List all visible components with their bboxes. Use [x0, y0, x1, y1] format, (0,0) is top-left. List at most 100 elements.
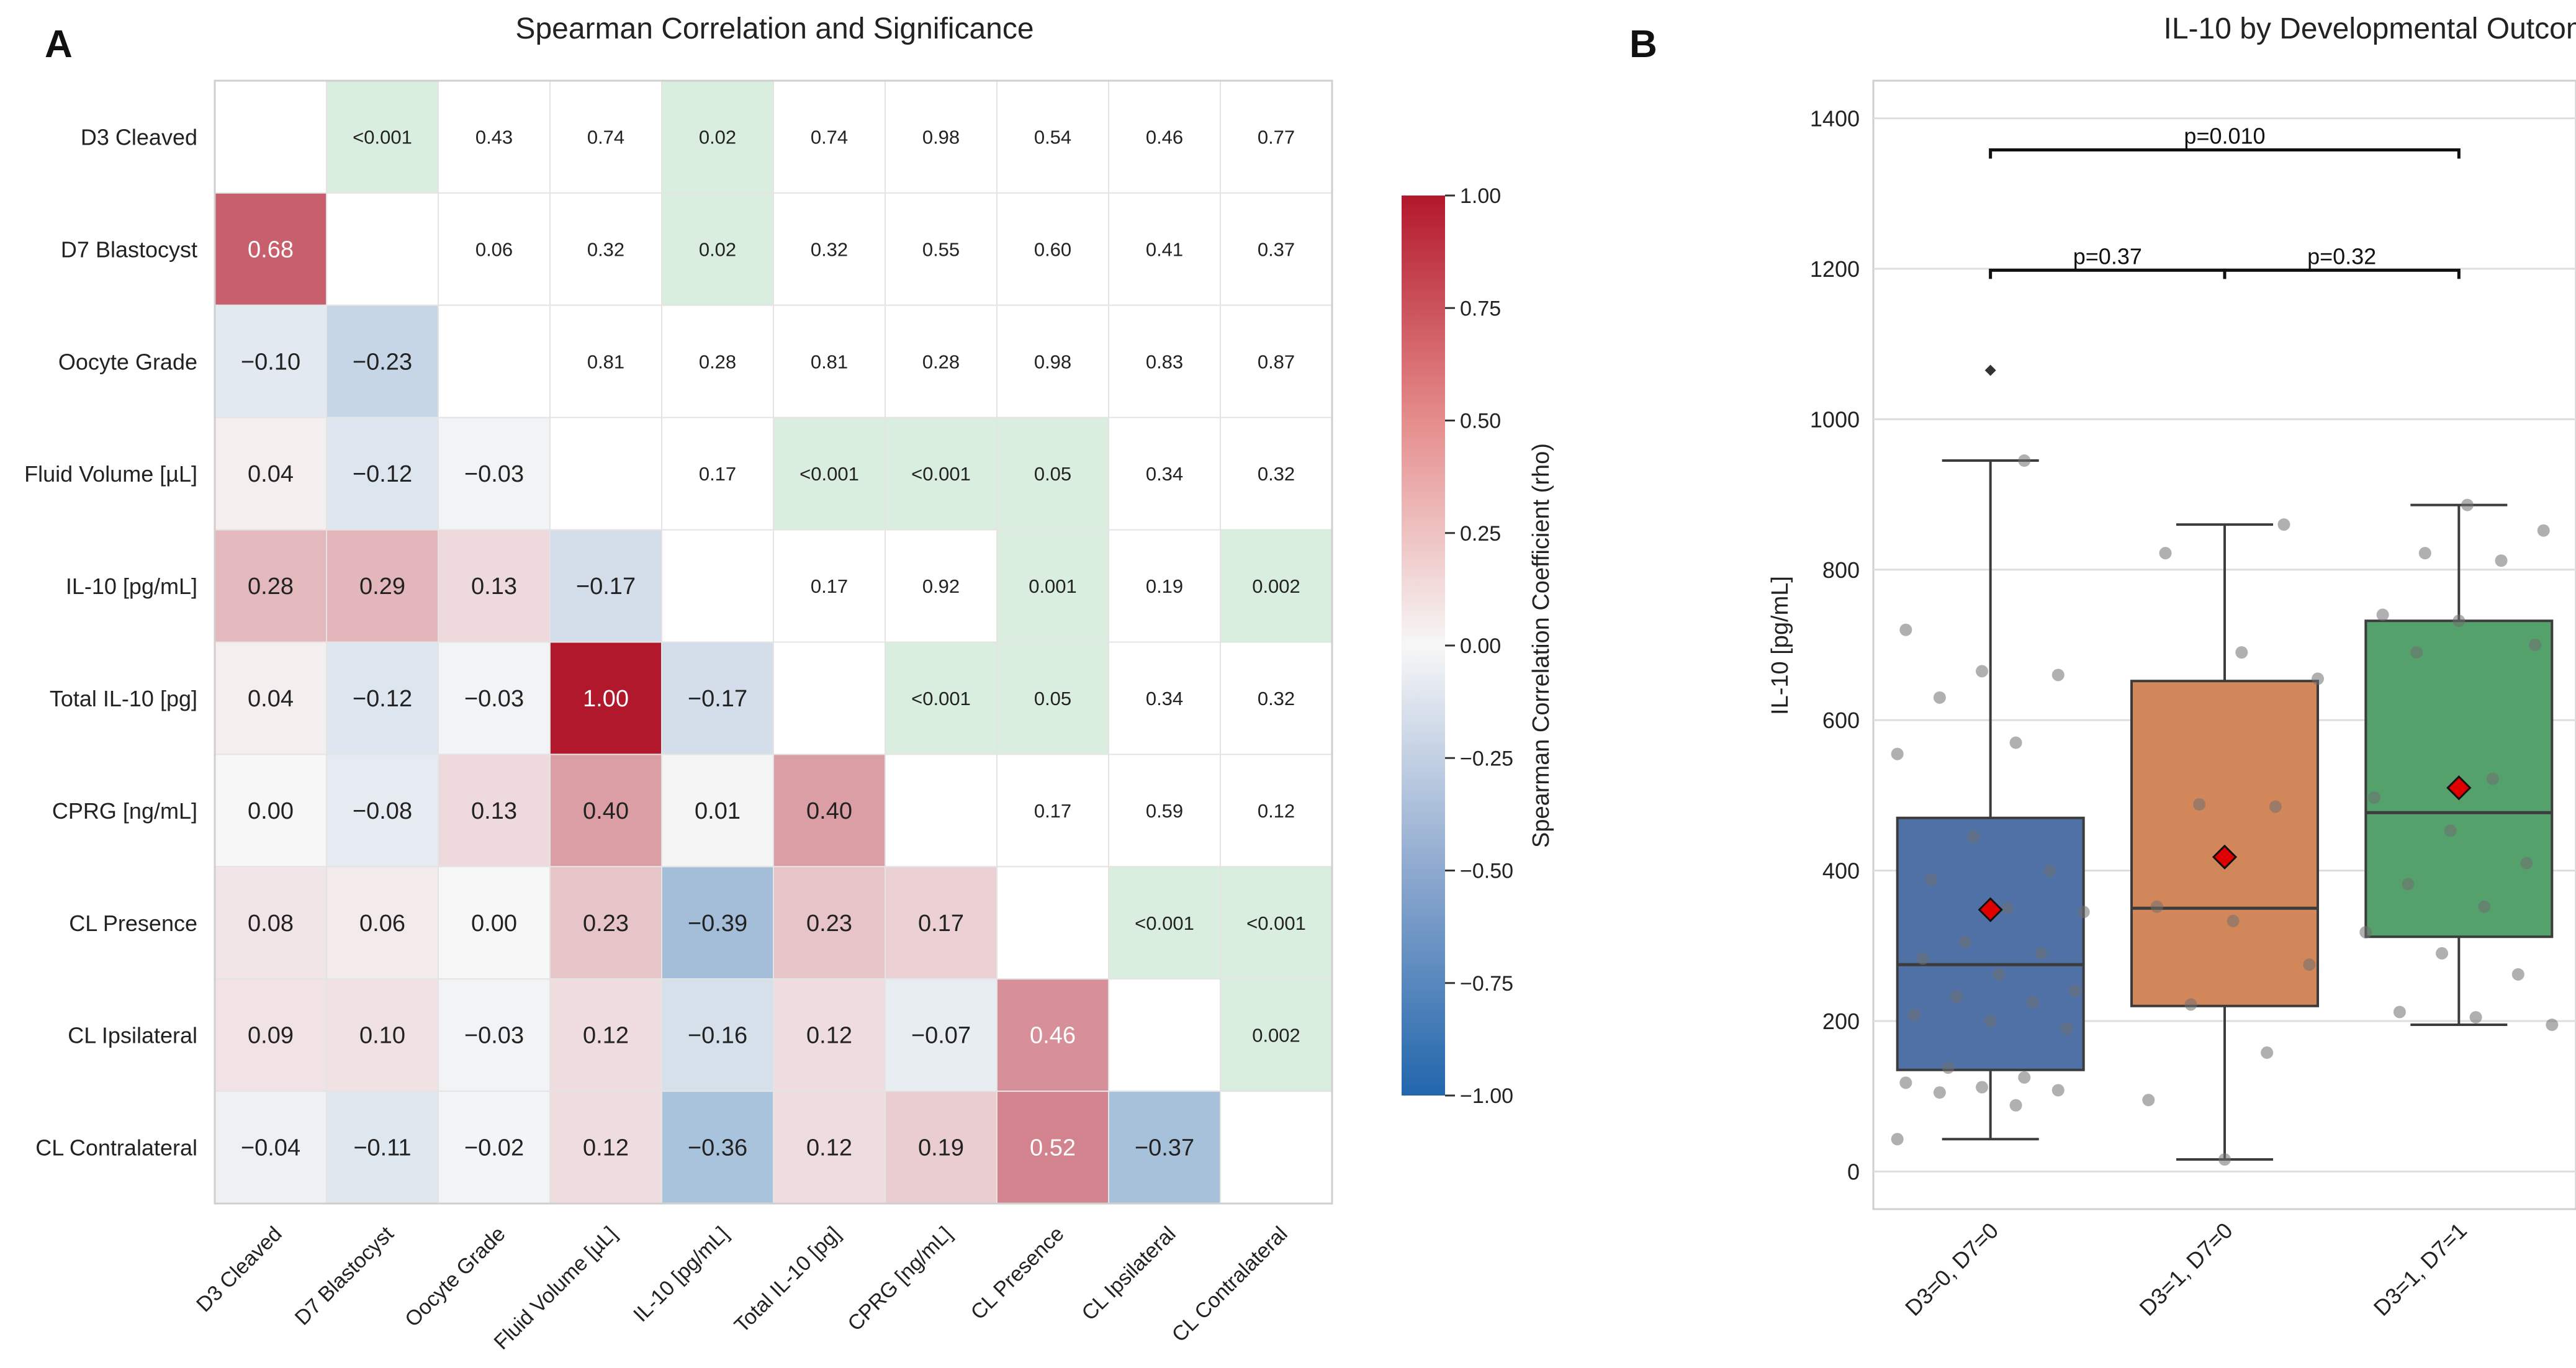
data-point: [1933, 1086, 1946, 1099]
colorbar-label: Spearman Correlation Coefficient (rho): [1528, 443, 1554, 848]
heatmap-cell: [773, 192, 886, 306]
colorbar-tick-label: 0.25: [1460, 522, 1501, 546]
p-value: 0.34: [1146, 688, 1183, 709]
heatmap-cell: [214, 1091, 327, 1204]
rho-value: 0.12: [583, 1023, 629, 1049]
rho-value: 0.12: [806, 1023, 852, 1049]
p-value: 0.34: [1146, 463, 1183, 485]
rho-value: 0.04: [248, 686, 294, 712]
data-point: [2452, 614, 2466, 628]
data-point: [2218, 1153, 2231, 1166]
heatmap-cell: [996, 529, 1109, 643]
data-point: [1942, 1061, 1955, 1074]
rho-value: −0.12: [353, 461, 412, 487]
heatmap-cell: [214, 978, 327, 1092]
rho-value: 0.40: [583, 798, 629, 824]
p-value: 0.83: [1146, 351, 1183, 372]
p-value: 0.17: [811, 575, 848, 597]
data-point: [1891, 747, 1904, 760]
heatmap-cell: [1220, 529, 1333, 643]
rho-value: −0.17: [576, 574, 636, 600]
heatmap-cell: [549, 1091, 662, 1204]
data-point: [1993, 968, 2006, 981]
rho-value: −0.03: [464, 1023, 524, 1049]
rho-value: −0.04: [241, 1135, 300, 1161]
rho-value: 0.04: [248, 461, 294, 487]
data-point: [1907, 1009, 1921, 1022]
heatmap-cell: [661, 529, 774, 643]
heatmap-cell: [1108, 416, 1221, 531]
data-point: [2001, 902, 2014, 915]
heatmap-cell: [549, 304, 662, 418]
data-point: [1899, 623, 1912, 636]
p-value: 0.05: [1034, 688, 1071, 709]
rho-value: 0.23: [806, 911, 852, 937]
p-value: <0.001: [1246, 912, 1306, 934]
column-label: CPRG [ng/mL]: [843, 1222, 957, 1336]
data-point: [2303, 958, 2316, 971]
heatmap-cell: [326, 754, 439, 868]
x-category-label: D3=1, D7=1: [2369, 1218, 2472, 1321]
data-point: [2142, 1094, 2155, 1107]
rho-value: 0.68: [248, 236, 294, 263]
data-point: [2009, 1099, 2022, 1112]
data-point: [2150, 900, 2163, 913]
significance-label: p=0.010: [2184, 124, 2265, 149]
data-point: [2393, 1006, 2406, 1019]
p-value: 0.54: [1034, 126, 1071, 148]
p-value: 0.32: [1258, 463, 1295, 485]
heatmap-cell: [326, 529, 439, 643]
heatmap-cell: [885, 641, 998, 755]
boxplot-boxes: [1896, 364, 2554, 1161]
heatmap-cell: [326, 1091, 439, 1204]
rho-value: 0.00: [471, 911, 517, 937]
rho-value: −0.36: [688, 1135, 747, 1161]
heatmap-cell: [996, 866, 1109, 980]
heatmap-cell: [661, 978, 774, 1092]
colorbar-tick-label: 1.00: [1460, 184, 1501, 208]
heatmap-cell: [214, 416, 327, 531]
p-value: 0.98: [1034, 351, 1071, 372]
heatmap-cell: [438, 304, 551, 418]
mean-marker: [2212, 844, 2238, 870]
row-label: D3 Cleaved: [81, 124, 197, 150]
heatmap-cell: [773, 978, 886, 1092]
data-point: [2486, 772, 2499, 785]
rho-value: −0.17: [688, 686, 747, 712]
p-value: 0.17: [699, 463, 736, 485]
rho-value: 0.00: [248, 798, 294, 824]
data-point: [2402, 878, 2415, 891]
p-value: 0.28: [922, 351, 960, 372]
p-value: 0.59: [1146, 800, 1183, 822]
heatmap-cell: [438, 80, 551, 194]
data-point: [2511, 968, 2524, 981]
heatmap-cell: [214, 641, 327, 755]
data-point: [2069, 984, 2082, 997]
rho-value: −0.16: [688, 1023, 747, 1049]
column-label: CL Ipsilateral: [1077, 1222, 1180, 1325]
heatmap-column-labels: D3 Cleaved D7 Blastocyst Oocyte GradeFluid…: [192, 1222, 1292, 1354]
rho-value: 0.46: [1030, 1023, 1076, 1049]
colorbar: 1.00 0.75 0.50 0.25 0.00 −0.25 −0.50 −0.75 −1.00…: [1402, 184, 1554, 1108]
data-point: [2060, 1022, 2073, 1035]
heatmap-cell: [661, 416, 774, 531]
rho-value: −0.07: [911, 1023, 971, 1049]
y-tick-label: 1000: [1810, 407, 1860, 432]
data-point: [2495, 554, 2508, 567]
p-value: 0.74: [587, 126, 624, 148]
data-point: [1976, 1081, 1989, 1094]
rho-value: 0.12: [583, 1135, 629, 1161]
heatmap-cell: [1220, 192, 1333, 306]
p-value: 0.05: [1034, 463, 1071, 485]
rho-value: 0.40: [806, 798, 852, 824]
rho-value: −0.37: [1135, 1135, 1194, 1161]
x-category-label: D3=1, D7=0: [2134, 1218, 2237, 1321]
heatmap-cell: [773, 866, 886, 980]
p-value: 0.92: [922, 575, 960, 597]
heatmap-cell: [326, 416, 439, 531]
column-label: IL-10 [pg/mL]: [629, 1222, 734, 1327]
heatmap-cell: [438, 1091, 551, 1204]
column-label: D7 Blastocyst: [290, 1222, 399, 1330]
colorbar-tick-label: −0.75: [1460, 972, 1513, 996]
data-point: [2277, 518, 2290, 531]
